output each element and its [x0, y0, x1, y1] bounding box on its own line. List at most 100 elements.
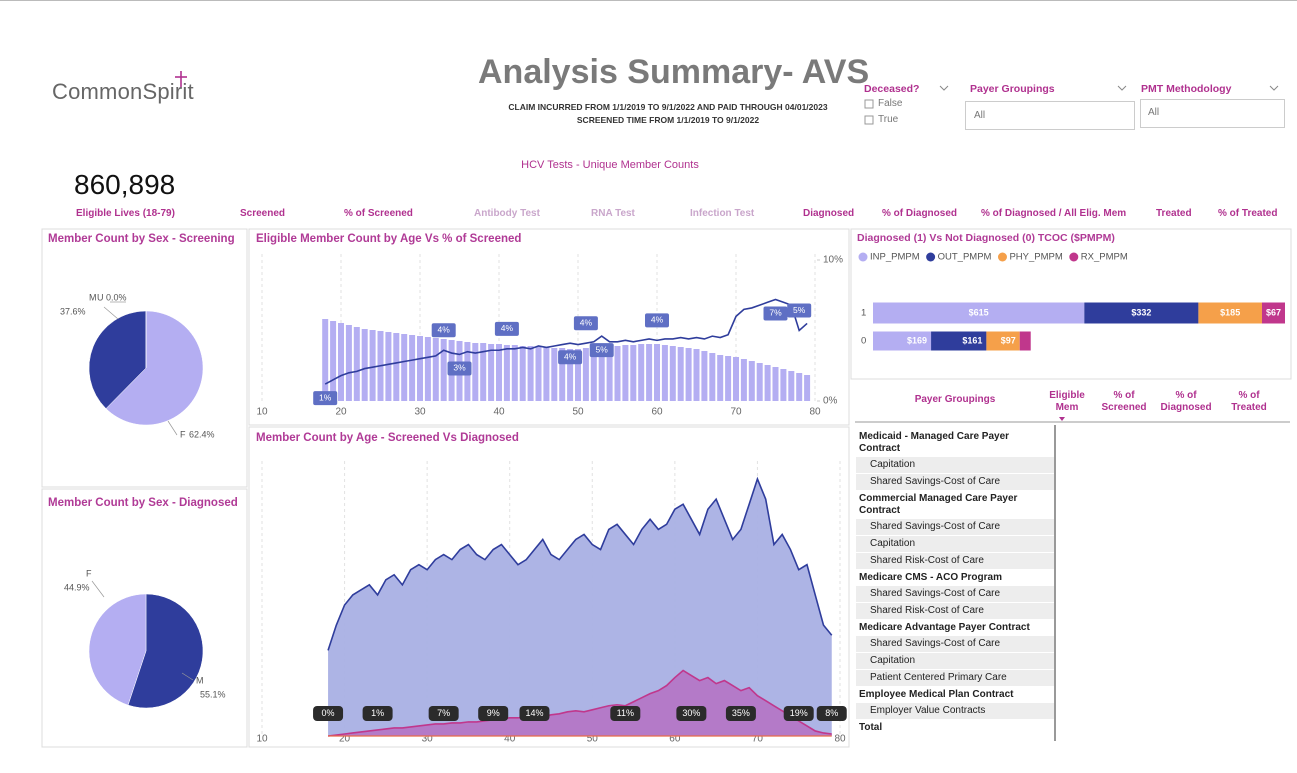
x-tick-label: 40 [493, 407, 505, 418]
dropdown-value[interactable]: All [974, 110, 986, 121]
bar [361, 329, 368, 401]
x-tick-label: 60 [651, 407, 663, 418]
data-label: $185 [1220, 307, 1240, 317]
bar-segment [1084, 302, 1199, 324]
slice-value-label: 37.6% [60, 306, 86, 316]
bar [638, 344, 645, 401]
data-label: $67 [1266, 307, 1281, 317]
annotation-box [313, 706, 344, 721]
item-row: Shared Savings-Cost of Care [856, 586, 1054, 603]
legend-swatch [997, 252, 1007, 262]
column-header: Eligible Mem [1049, 390, 1085, 413]
legend-swatch [858, 252, 868, 262]
data-label: 4% [651, 315, 664, 325]
data-label: $161 [962, 335, 982, 345]
annotation-box [725, 706, 756, 721]
data-label-box [645, 313, 669, 328]
data-label: 4% [580, 317, 593, 327]
pie-slice [88, 310, 147, 409]
annotation: 7% [437, 708, 450, 718]
chevron [1269, 85, 1279, 91]
bar [511, 345, 518, 401]
annotation: 19% [790, 708, 808, 718]
x-tick-label: 10 [256, 407, 268, 418]
bar [353, 327, 360, 401]
slice-category: M [196, 675, 204, 685]
annotation-box [610, 706, 641, 721]
panel [248, 228, 850, 426]
kpi-label: RNA Test [591, 208, 635, 219]
kpi-value: 860,898 [74, 169, 176, 200]
bar [472, 343, 479, 401]
dropdown[interactable] [965, 101, 1135, 130]
data-label-box [573, 316, 598, 331]
legend-swatch [1069, 252, 1079, 262]
chevron [939, 85, 949, 91]
filter-option[interactable]: False [878, 98, 903, 109]
data-label: $332 [1131, 307, 1151, 317]
legend-label: OUT_PMPM [938, 252, 992, 263]
data-label: 7% [769, 308, 782, 318]
dropdown-value[interactable]: All [1148, 107, 1160, 118]
filter-option[interactable]: True [878, 114, 899, 125]
bar [740, 359, 747, 401]
annotation: 14% [525, 708, 543, 718]
bar [606, 346, 613, 401]
bar-segment [1019, 331, 1031, 351]
kpi-label: Screened [240, 208, 286, 219]
chart-title: Member Count by Sex - Diagnosed [48, 497, 238, 509]
bar [424, 337, 431, 401]
pie-slice [88, 593, 147, 706]
bar [693, 349, 700, 401]
checkbox[interactable] [864, 115, 874, 125]
panel [850, 228, 1292, 380]
data-label: 5% [596, 344, 609, 354]
area [328, 479, 832, 736]
item-row: Patient Centered Primary Care [856, 670, 1054, 687]
data-label-box [447, 361, 472, 376]
category-label: 1 [861, 308, 866, 319]
bar [535, 347, 542, 401]
bar [322, 319, 329, 401]
bar [480, 343, 487, 401]
bar [567, 349, 574, 401]
x-tick-label: 70 [752, 734, 764, 745]
legend-swatch [926, 252, 936, 262]
bar [440, 339, 447, 401]
bar [496, 344, 502, 401]
y2-tick-label: 10% [823, 255, 843, 266]
annotation: 8% [825, 708, 838, 718]
data-label-box [589, 343, 614, 358]
group-row: Commercial Managed Care Payer Contract [856, 491, 1054, 519]
bar [393, 333, 400, 401]
payer-table: Medicaid - Managed Care Payer Contract Ca… [856, 429, 1054, 736]
data-label-box [558, 350, 583, 365]
data-label: 3% [453, 363, 466, 373]
bar [598, 347, 605, 401]
chart-title: Member Count by Age - Screened Vs Diagno… [256, 432, 519, 444]
item-row: Shared Savings-Cost of Care [856, 519, 1054, 536]
x-tick-label: 20 [339, 734, 351, 745]
subtitle: CLAIM INCURRED FROM 1/1/2019 TO 9/1/2022… [508, 102, 828, 112]
x-tick-label: 20 [335, 407, 347, 418]
panel [41, 488, 248, 748]
kpi-label: % of Diagnosed / All Elig. Mem [981, 208, 1127, 219]
checkbox[interactable] [864, 99, 874, 109]
chart-title: Diagnosed (1) Vs Not Diagnosed (0) TCOC … [857, 232, 1115, 244]
data-label: $169 [907, 335, 927, 345]
chart-title: Eligible Member Count by Age Vs % of Scr… [256, 233, 521, 245]
data-label-box [763, 306, 788, 321]
item-row: Shared Risk-Cost of Care [856, 603, 1054, 620]
bar [401, 334, 408, 401]
dropdown[interactable] [1140, 99, 1285, 128]
area-line [327, 669, 832, 737]
x-tick-label: 50 [587, 734, 599, 745]
x-tick-label: 50 [572, 407, 584, 418]
data-label-box [787, 303, 812, 318]
data-label-box [313, 391, 338, 406]
item-row: Shared Risk-Cost of Care [856, 553, 1054, 570]
bar [582, 348, 589, 401]
annotation-box [478, 706, 509, 721]
leader-line [103, 306, 119, 320]
slice-value-label: 55.1% [200, 689, 226, 699]
